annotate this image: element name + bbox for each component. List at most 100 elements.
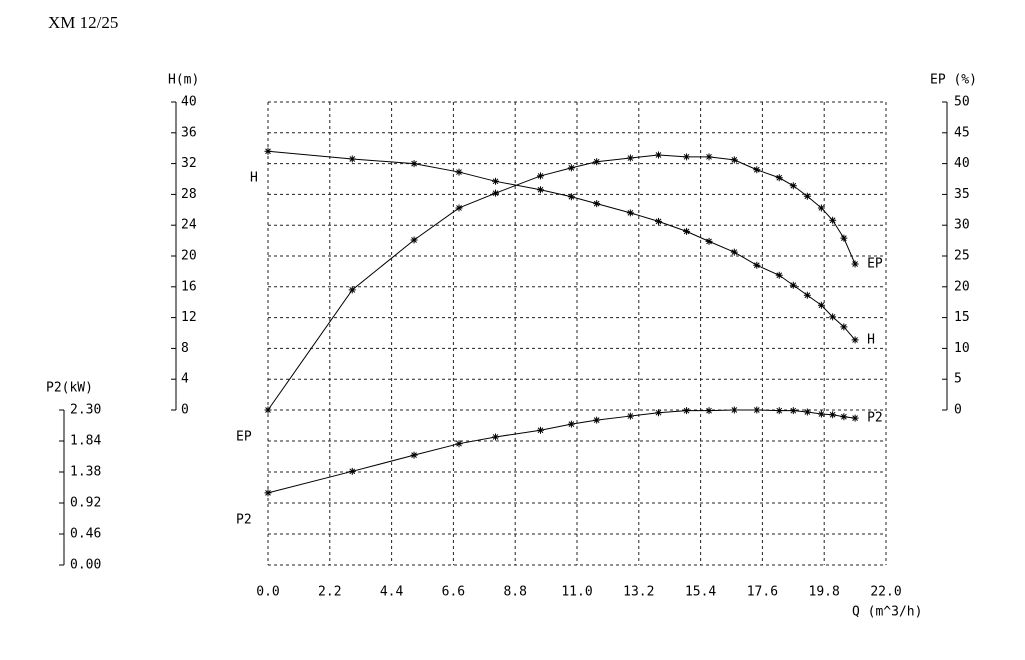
marker [410,160,418,168]
y-tick-label: 32 [181,156,197,171]
y2-tick-label: 30 [954,218,970,233]
marker [753,406,761,414]
x-tick-label: 6.6 [442,585,465,600]
series-label: H [250,171,258,186]
curve [267,150,856,341]
marker [536,172,544,180]
x-tick-label: 8.8 [503,585,526,600]
marker [851,260,859,268]
y2-tick-label: 45 [954,125,970,140]
marker [567,420,575,428]
y3-tick-label: 1.38 [70,465,101,480]
y-axis-title: H(m) [168,73,199,88]
y2-tick-label: 35 [954,187,970,202]
marker [654,151,662,159]
marker [730,406,738,414]
marker [593,200,601,208]
y2-tick-label: 0 [954,403,962,418]
marker [455,168,463,176]
marker [264,406,272,414]
x-tick-label: 13.2 [623,585,654,600]
marker [803,408,811,416]
y-tick-label: 16 [181,279,197,294]
marker [567,164,575,172]
x-tick-label: 11.0 [561,585,592,600]
marker [705,153,713,161]
marker [683,227,691,235]
y2-tick-label: 50 [954,95,970,110]
y2-tick-label: 15 [954,310,970,325]
marker [817,301,825,309]
y2-axis-title: EP (%) [930,73,977,88]
marker [840,323,848,331]
marker [264,147,272,155]
x-tick-label: 0.0 [256,585,279,600]
marker [775,271,783,279]
marker [536,426,544,434]
marker [789,182,797,190]
y3-tick-label: 1.84 [70,434,101,449]
y2-tick-label: 5 [954,372,962,387]
marker [536,186,544,194]
x-tick-label: 15.4 [685,585,716,600]
marker [730,156,738,164]
marker [840,413,848,421]
y2-tick-label: 10 [954,341,970,356]
y-tick-label: 12 [181,310,197,325]
x-axis-title: Q (m^3/h) [852,605,922,620]
y-tick-label: 8 [181,341,189,356]
y-tick-label: 40 [181,95,197,110]
marker [683,153,691,161]
marker [492,189,500,197]
marker [803,192,811,200]
marker [593,416,601,424]
marker [348,286,356,294]
marker [753,166,761,174]
marker [803,291,811,299]
marker [817,410,825,418]
marker [789,281,797,289]
marker [775,407,783,415]
marker [730,248,738,256]
marker [851,414,859,422]
marker [753,261,761,269]
marker [567,193,575,201]
y3-tick-label: 0.92 [70,496,101,511]
marker [348,155,356,163]
y3-tick-label: 0.46 [70,527,101,542]
y3-axis-title: P2(kW) [46,381,93,396]
marker [775,174,783,182]
y-tick-label: 24 [181,218,197,233]
marker [455,204,463,212]
marker [817,204,825,212]
y3-tick-label: 0.00 [70,558,101,573]
marker [840,234,848,242]
x-tick-label: 4.4 [380,585,404,600]
series-label: H [867,332,875,347]
x-tick-label: 19.8 [809,585,840,600]
marker [593,158,601,166]
marker [705,407,713,415]
y-tick-label: 28 [181,187,197,202]
series-label: P2 [867,411,883,426]
marker [348,467,356,475]
marker [654,409,662,417]
marker [492,433,500,441]
x-tick-label: 2.2 [318,585,341,600]
marker [683,407,691,415]
marker [626,154,634,162]
y-tick-label: 20 [181,249,197,264]
curve [267,409,856,494]
marker [410,451,418,459]
y-tick-label: 36 [181,125,197,140]
series-label: EP [867,257,883,272]
marker [410,236,418,244]
x-tick-label: 22.0 [870,585,901,600]
marker [492,177,500,185]
marker [829,216,837,224]
marker [851,336,859,344]
marker [626,412,634,420]
x-tick-label: 17.6 [747,585,778,600]
marker [455,440,463,448]
